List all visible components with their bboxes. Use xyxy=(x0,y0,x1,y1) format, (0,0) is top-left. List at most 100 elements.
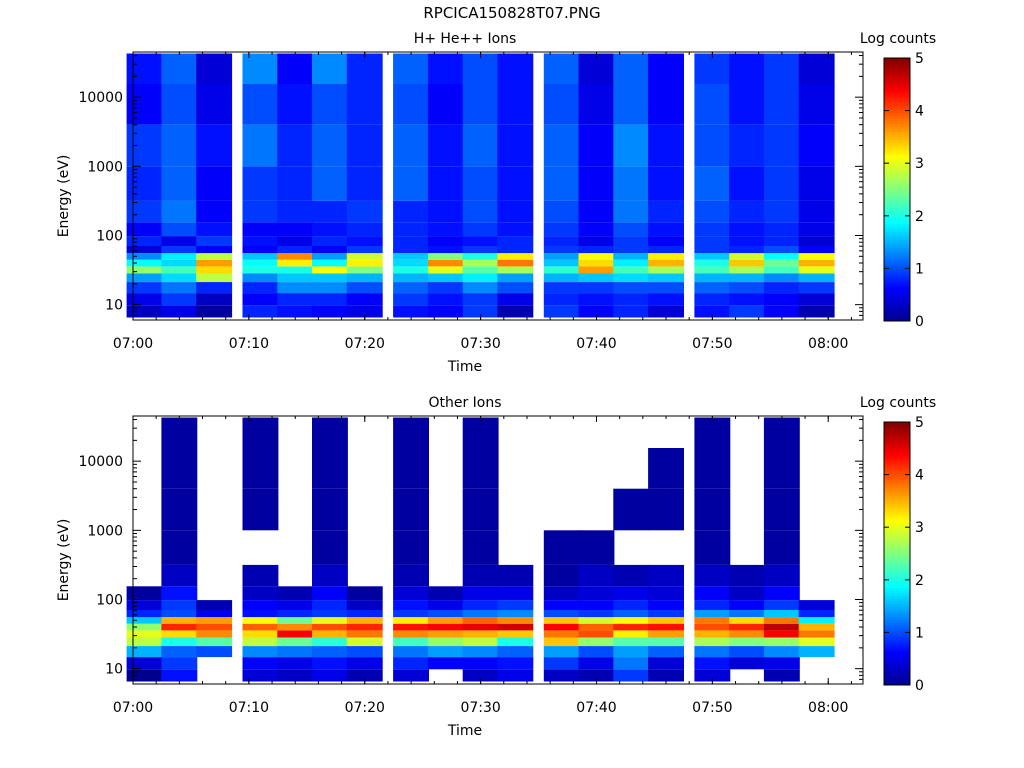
heatmap-cell xyxy=(312,610,348,618)
heatmap-cell xyxy=(497,600,534,610)
heatmap-cell xyxy=(277,282,314,294)
panel-h-he: 07:00 07:10 07:20 07:30 07:40 07:50 08:0010100… xyxy=(56,31,936,375)
heatmap-cell xyxy=(497,586,534,601)
heatmap-cell xyxy=(242,657,279,670)
heatmap-cell xyxy=(126,646,163,658)
colorbar-swatch xyxy=(884,221,910,225)
colorbar-swatch xyxy=(884,86,910,90)
heatmap-cell xyxy=(126,617,163,624)
heatmap-cell xyxy=(242,630,279,638)
heatmap-cell xyxy=(497,630,534,638)
heatmap-cell xyxy=(648,657,684,670)
heatmap-cell xyxy=(126,637,163,646)
heatmap-cell xyxy=(462,417,499,448)
heatmap-cell xyxy=(648,586,684,601)
colorbar-swatch xyxy=(884,640,910,644)
colorbar-swatch xyxy=(884,579,910,583)
heatmap-cell xyxy=(613,124,650,167)
heatmap-cell xyxy=(694,259,731,267)
heatmap-cell xyxy=(196,253,233,260)
y-tick-label: 10000 xyxy=(78,454,123,470)
colorbar-swatch xyxy=(884,671,910,675)
colorbar-swatch xyxy=(884,218,910,222)
heatmap-cell xyxy=(763,417,800,448)
heatmap-cell xyxy=(312,657,348,670)
colorbar-swatch xyxy=(884,550,910,554)
colorbar-swatch xyxy=(884,669,910,673)
heatmap-cell xyxy=(613,200,650,223)
colorbar-swatch xyxy=(884,305,910,309)
heatmap-cell xyxy=(462,259,499,267)
colorbar-swatch xyxy=(884,598,910,602)
colorbar-swatch xyxy=(884,422,910,426)
heatmap-cell xyxy=(729,617,766,624)
heatmap-cell xyxy=(393,305,429,318)
x-tick-label: 07:20 xyxy=(345,336,385,352)
heatmap-cell xyxy=(126,293,163,306)
heatmap-cell xyxy=(312,417,348,448)
colorbar-swatch xyxy=(884,81,910,85)
colorbar-swatch xyxy=(884,163,910,167)
colorbar-swatch xyxy=(884,249,910,254)
colorbar-swatch xyxy=(884,527,910,531)
heatmap-cell xyxy=(462,488,499,531)
heatmap-cell xyxy=(497,253,534,260)
colorbar-swatch xyxy=(884,611,910,615)
heatmap-cell xyxy=(694,124,731,167)
colorbar-swatch xyxy=(884,469,910,473)
heatmap-cell xyxy=(393,586,429,601)
colorbar-swatch xyxy=(884,223,910,227)
heatmap-cell xyxy=(462,222,499,237)
heatmap-cell xyxy=(648,610,684,618)
heatmap-cell xyxy=(427,273,464,282)
heatmap-cell xyxy=(543,124,580,167)
heatmap-cell xyxy=(613,236,650,246)
x-tick-label: 07:20 xyxy=(345,700,385,716)
colorbar-swatch xyxy=(884,310,910,314)
heatmap-cell xyxy=(462,610,499,618)
heatmap-cell xyxy=(798,630,835,638)
heatmap-cell xyxy=(729,293,766,306)
heatmap-cell xyxy=(798,53,835,84)
colorbar-swatch xyxy=(884,595,910,599)
colorbar-swatch xyxy=(884,556,910,560)
heatmap-cell xyxy=(694,246,731,254)
heatmap-cell xyxy=(126,630,163,638)
colorbar-swatch xyxy=(884,443,910,447)
heatmap-cell xyxy=(462,617,499,624)
heatmap-cell xyxy=(578,236,615,246)
heatmap-cell xyxy=(543,617,580,624)
heatmap-cell xyxy=(497,259,534,267)
heatmap-cell xyxy=(763,266,800,274)
heatmap-cell xyxy=(578,610,615,618)
colorbar-swatch xyxy=(884,131,910,135)
heatmap-cell xyxy=(648,293,684,306)
colorbar-swatch xyxy=(884,592,910,596)
heatmap-cell xyxy=(578,617,615,624)
heatmap-cell xyxy=(648,166,684,201)
heatmap-cell xyxy=(613,305,650,318)
x-axis-label: Time xyxy=(447,359,482,375)
heatmap-cell xyxy=(763,610,800,618)
colorbar-swatch xyxy=(884,63,910,67)
colorbar-swatch xyxy=(884,540,910,544)
colorbar-swatch xyxy=(884,299,910,303)
heatmap-cell xyxy=(798,259,835,267)
y-tick-label: 10 xyxy=(105,298,123,314)
colorbar-swatch xyxy=(884,257,910,261)
heatmap-cell xyxy=(242,610,279,618)
heatmap-cell xyxy=(543,623,580,631)
heatmap-cell xyxy=(648,266,684,274)
colorbar-swatch xyxy=(884,278,910,282)
colorbar-swatch xyxy=(884,242,910,246)
heatmap-cell xyxy=(497,273,534,282)
heatmap-cell xyxy=(798,600,835,610)
heatmap-cell xyxy=(543,657,580,670)
colorbar-swatch xyxy=(884,479,910,483)
heatmap-cell xyxy=(161,448,198,489)
colorbar-tick-label: 0 xyxy=(915,678,924,694)
heatmap-cell xyxy=(613,266,650,274)
colorbar-swatch xyxy=(884,503,910,507)
heatmap-cell xyxy=(242,623,279,631)
colorbar-swatch xyxy=(884,115,910,119)
